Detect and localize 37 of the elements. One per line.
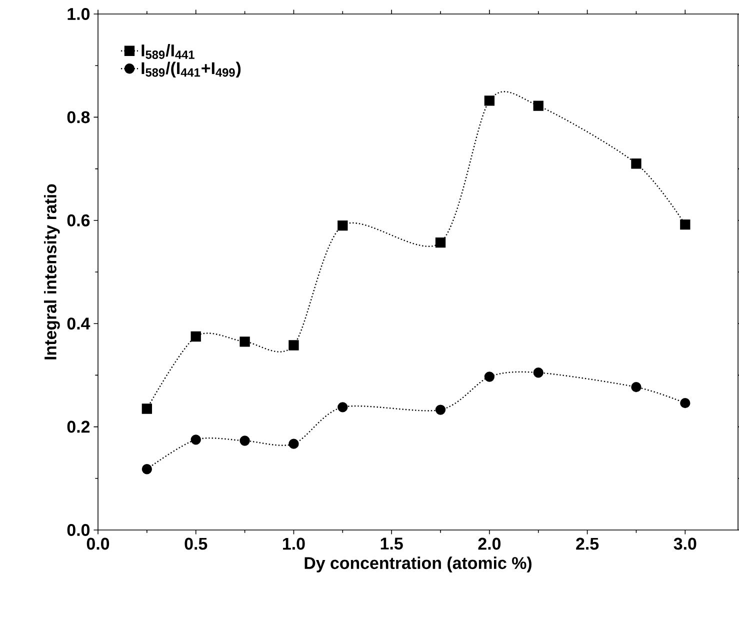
- point: [240, 336, 250, 347]
- x-axis-title: Dy concentration (atomic %): [304, 556, 532, 572]
- point: [680, 398, 690, 408]
- point: [142, 464, 152, 474]
- x-tick-label: 2.5: [576, 538, 599, 550]
- point: [533, 100, 544, 111]
- y-tick-label: 0.0: [67, 524, 90, 536]
- point: [142, 404, 152, 414]
- point: [680, 219, 690, 230]
- x-tick-label: 0.5: [184, 538, 208, 550]
- x-tick-label: 3.0: [674, 538, 696, 550]
- point: [190, 331, 201, 342]
- x-tick-label: 0.0: [86, 538, 110, 550]
- y-tick-label: 0.8: [67, 111, 90, 124]
- y-axis-title: Integral intensity ratio: [44, 184, 60, 360]
- point: [533, 368, 544, 378]
- y-tick-label: 0.4: [67, 318, 90, 330]
- point: [190, 434, 201, 445]
- point: [288, 340, 299, 350]
- x-tick-label: 1.5: [380, 538, 403, 550]
- y-tick-label: 1.0: [68, 8, 90, 20]
- point: [338, 220, 348, 231]
- point: [484, 372, 495, 382]
- legend-label: I$_{589}$/(I$_{441}$+I$_{499}$): [142, 62, 241, 78]
- point: [435, 238, 446, 248]
- point: [631, 158, 642, 169]
- point: [435, 404, 446, 415]
- y-tick-label: 0.6: [67, 214, 90, 226]
- point: [240, 436, 250, 446]
- x-tick-label: 1.0: [283, 538, 305, 550]
- legend-label: I$_{589}$/I$_{441}$: [142, 44, 194, 59]
- y-tick-label: 0.2: [67, 420, 90, 433]
- x-tick-label: 2.0: [478, 538, 501, 550]
- point: [631, 382, 642, 392]
- point: [484, 96, 495, 106]
- point: [288, 438, 299, 449]
- point: [338, 402, 348, 412]
